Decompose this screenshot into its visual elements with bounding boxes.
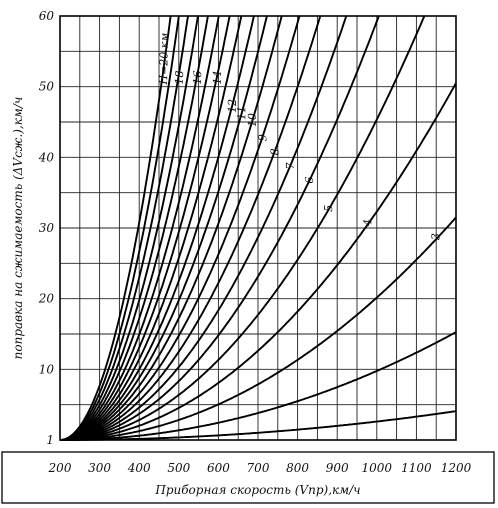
y-axis-title: поправка на сжимаемость (ΔVсж.),км/ч bbox=[11, 97, 25, 360]
curve-label-8: 8 bbox=[269, 148, 282, 155]
curve-h-14 bbox=[60, 15, 231, 441]
x-tick-label: 1200 bbox=[441, 461, 472, 475]
curve-h-10 bbox=[60, 15, 283, 441]
curve-label-14: 14 bbox=[211, 71, 224, 85]
curve-label-18: 18 bbox=[173, 70, 186, 84]
y-tick-label: 10 bbox=[39, 362, 55, 376]
curve-label-10: 10 bbox=[246, 113, 259, 127]
x-tick-labels: 200 300 400 500 600 700 800 900 1000 1100 1200 bbox=[48, 461, 472, 475]
y-tick-label: 30 bbox=[39, 221, 55, 235]
curve-h-13 bbox=[60, 15, 243, 441]
curve-label-11: 11 bbox=[235, 106, 248, 120]
curve-h-2 bbox=[60, 331, 457, 441]
plot-frame bbox=[1, 15, 495, 504]
x-tick-label: 500 bbox=[167, 461, 190, 475]
curve-label-5: 5 bbox=[322, 205, 335, 212]
curve-h-11 bbox=[60, 15, 268, 441]
x-axis-title: Приборная скорость (Vпр),км/ч bbox=[154, 483, 360, 497]
curve-labels: 123456789101112141618H=20 км bbox=[157, 32, 442, 240]
curve-h-7 bbox=[60, 15, 348, 441]
x-tick-label: 200 bbox=[48, 461, 72, 475]
curve-label-9: 9 bbox=[256, 134, 269, 141]
y-tick-label: 1 bbox=[46, 433, 54, 447]
curve-label-12: 12 bbox=[226, 99, 239, 113]
curve-h-17 bbox=[59, 15, 199, 441]
y-tick-label: 60 bbox=[39, 9, 55, 23]
x-tick-label: 700 bbox=[247, 461, 270, 475]
curve-label-6: 6 bbox=[303, 177, 316, 184]
curve-label-4: 4 bbox=[361, 219, 374, 227]
curve-h-16 bbox=[60, 15, 209, 441]
y-tick-labels: 1 10 20 30 40 50 60 bbox=[38, 9, 55, 447]
x-tick-label: 600 bbox=[207, 461, 230, 475]
curve-h-5 bbox=[60, 15, 426, 441]
curve-label-3: 3 bbox=[429, 233, 442, 240]
curve-h-3 bbox=[60, 216, 457, 441]
x-tick-label: 900 bbox=[326, 461, 349, 475]
curve-h-20 bbox=[59, 15, 172, 441]
x-tick-label: 800 bbox=[286, 461, 309, 475]
x-tick-label: 1000 bbox=[362, 461, 393, 475]
x-tick-label: 400 bbox=[127, 461, 151, 475]
curve-h-19 bbox=[59, 15, 180, 441]
y-tick-label: 50 bbox=[39, 80, 55, 94]
x-tick-label: 1100 bbox=[401, 461, 432, 475]
y-tick-label: 20 bbox=[38, 292, 55, 306]
curve-h-8 bbox=[60, 15, 322, 441]
curve-label-20: H=20 км bbox=[157, 32, 171, 85]
curve-h-4 bbox=[60, 82, 457, 441]
x-tick-label: 300 bbox=[88, 461, 111, 475]
curve-h-6 bbox=[60, 15, 380, 441]
y-tick-label: 40 bbox=[38, 150, 55, 164]
x-axis-box bbox=[1, 451, 495, 504]
curve-label-16: 16 bbox=[191, 71, 204, 85]
curve-label-7: 7 bbox=[284, 162, 297, 169]
curve-h-15 bbox=[60, 15, 220, 441]
curve-h-18 bbox=[59, 15, 189, 441]
curve-h-9 bbox=[60, 15, 301, 441]
curve-h-12 bbox=[60, 15, 255, 441]
plot-border bbox=[59, 15, 457, 441]
